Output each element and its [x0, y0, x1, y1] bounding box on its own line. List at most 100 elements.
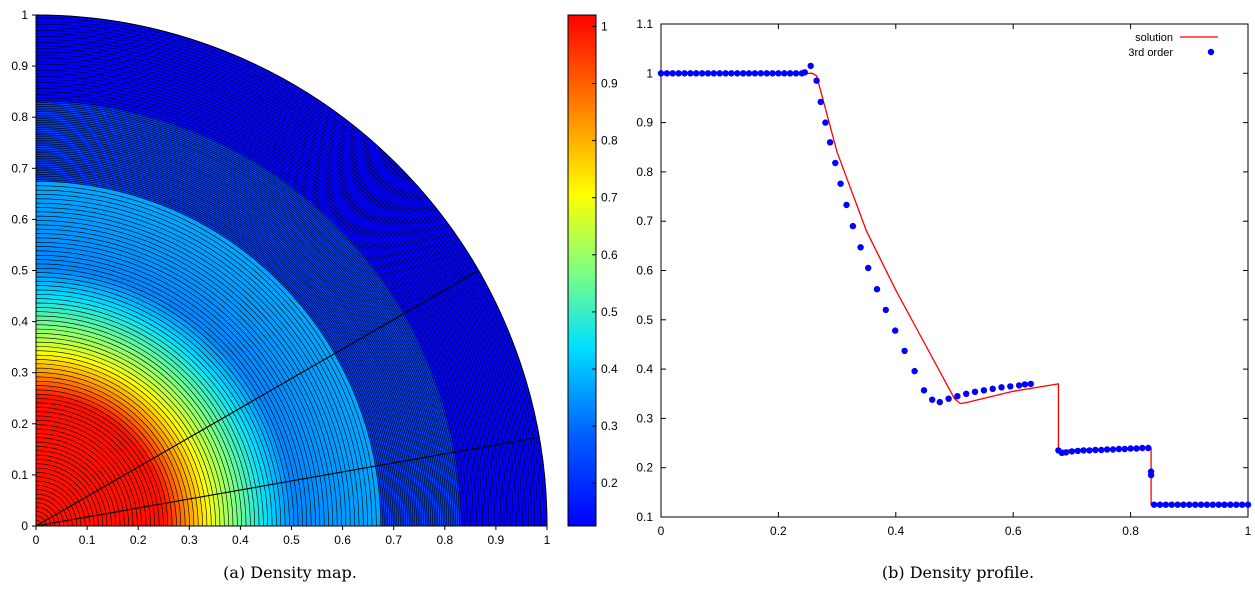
map-y-tick-label: 0.5	[11, 264, 28, 278]
data-point-3rd-order	[892, 327, 899, 334]
density-rings	[35, 14, 548, 527]
data-point-3rd-order	[1015, 382, 1023, 389]
map-y-tick-label: 1	[21, 8, 28, 22]
data-point-3rd-order	[843, 201, 850, 209]
data-point-3rd-order	[837, 180, 844, 187]
plot-y-tick-label: 1	[646, 66, 653, 80]
data-point-3rd-order	[849, 222, 857, 230]
plot-y-tick-label: 0.9	[636, 116, 653, 130]
plot-y-tick-label: 0.7	[636, 214, 653, 228]
data-point-3rd-order	[698, 70, 706, 77]
data-point-3rd-order	[775, 70, 782, 77]
data-point-3rd-order	[716, 70, 723, 77]
caption-density-profile: (b) Density profile.	[882, 563, 1034, 582]
data-point-3rd-order	[1147, 471, 1155, 479]
plot-x-ticks: 0 0.2 0.4 0.6 0.8 1	[658, 24, 1252, 538]
mesh-ray	[35, 270, 479, 527]
map-y-tick-label: 0.3	[11, 366, 28, 380]
data-point-3rd-order	[728, 70, 735, 77]
data-point-3rd-order	[857, 244, 864, 251]
data-point-3rd-order	[1109, 446, 1117, 453]
plot-y-tick-label: 0.5	[636, 313, 653, 327]
legend-label-solution: solution	[1135, 32, 1173, 44]
colorbar-tick-label: 0.5	[601, 305, 618, 319]
data-point-3rd-order	[1150, 501, 1158, 508]
plot-y-tick-label: 0.4	[636, 362, 653, 376]
data-point-3rd-order	[740, 70, 747, 77]
map-x-tick-label: 0.2	[130, 533, 147, 547]
map-outline	[35, 14, 548, 527]
data-point-3rd-order	[1062, 449, 1070, 456]
map-x-tick-label: 0.3	[181, 533, 198, 547]
data-point-3rd-order	[817, 98, 824, 106]
map-y-tick-label: 0.6	[11, 212, 28, 226]
plot-y-tick-label: 1.1	[636, 17, 653, 31]
map-y-tick-label: 0.4	[11, 315, 28, 329]
plot-x-tick-label: 0.8	[1122, 524, 1139, 538]
data-point-3rd-order	[865, 264, 872, 272]
data-point-3rd-order	[693, 70, 700, 77]
data-point-3rd-order	[963, 390, 970, 397]
map-y-ticks: 0 0.1 0.2 0.3 0.4 0.5 0.6 0.7 0.8 0.9 1	[11, 8, 36, 533]
data-point-3rd-order	[745, 70, 753, 77]
data-point-3rd-order	[1068, 448, 1076, 455]
data-point-3rd-order	[763, 70, 770, 77]
plot-y-tick-label: 0.2	[636, 461, 653, 475]
data-point-3rd-order	[1156, 501, 1164, 508]
plot-y-tick-label: 0.6	[636, 264, 653, 278]
data-point-3rd-order	[1162, 501, 1170, 508]
map-y-tick-label: 0.8	[11, 110, 28, 124]
map-x-tick-label: 0.9	[488, 533, 505, 547]
data-point-3rd-order	[826, 139, 834, 146]
density-map: 0 0.1 0.2 0.3 0.4 0.5 0.6 0.7 0.8 0.9 1 0 0.1 0.2 0.3…	[11, 8, 550, 547]
data-point-3rd-order	[1133, 445, 1140, 452]
data-point-3rd-order	[687, 70, 694, 77]
data-point-3rd-order	[722, 70, 729, 77]
data-point-3rd-order	[751, 70, 759, 77]
plot-x-tick-label: 1	[1245, 524, 1252, 538]
map-x-tick-label: 0.6	[334, 533, 351, 547]
data-point-3rd-order	[989, 385, 996, 392]
data-point-3rd-order	[769, 70, 776, 77]
data-point-3rd-order	[1145, 444, 1152, 452]
plot-x-tick-label: 0.4	[887, 524, 904, 538]
data-point-3rd-order	[1233, 501, 1240, 508]
mesh-rays	[35, 270, 540, 527]
map-y-tick-label: 0	[21, 519, 28, 533]
data-point-3rd-order	[1080, 447, 1087, 454]
data-point-3rd-order	[971, 388, 979, 395]
map-x-tick-label: 0.4	[232, 533, 249, 547]
data-point-3rd-order	[1027, 380, 1035, 388]
legend-swatch-3rd-order	[1207, 48, 1215, 56]
colorbar-scale	[567, 14, 597, 527]
colorbar-tick-label: 0.2	[601, 476, 618, 490]
plot-frame	[660, 23, 1249, 518]
data-point-3rd-order	[1139, 444, 1146, 452]
data-point-3rd-order	[1021, 381, 1029, 388]
map-x-tick-label: 0	[33, 533, 40, 547]
map-x-tick-label: 0.5	[283, 533, 300, 547]
data-point-3rd-order	[1186, 501, 1193, 508]
data-point-3rd-order	[1103, 446, 1111, 453]
data-point-3rd-order	[1209, 501, 1217, 508]
data-point-3rd-order	[792, 70, 800, 77]
plot-y-ticks: 0.1 0.2 0.3 0.4 0.5 0.6 0.7 0.8 0.9 1 1.1	[636, 17, 1248, 524]
colorbar-tick-label: 0.8	[601, 134, 618, 148]
data-point-3rd-order	[998, 384, 1005, 391]
data-point-3rd-order	[1127, 445, 1134, 452]
data-point-3rd-order	[1074, 447, 1082, 455]
data-point-3rd-order	[710, 70, 717, 77]
plot-y-tick-label: 0.1	[636, 510, 653, 524]
caption-density-map: (a) Density map.	[223, 563, 357, 582]
mesh-ray	[35, 436, 540, 527]
data-point-3rd-order	[1121, 445, 1128, 453]
data-point-3rd-order	[669, 70, 676, 77]
colorbar-ticks: 0.2 0.3 0.4 0.5 0.6 0.7 0.8 0.9 1	[592, 19, 618, 490]
data-point-3rd-order	[1192, 501, 1199, 508]
data-point-3rd-order	[1115, 445, 1123, 453]
data-point-3rd-order	[832, 159, 839, 167]
map-y-tick-label: 0.7	[11, 161, 28, 175]
series-3rd-order-points	[657, 62, 1252, 508]
data-point-3rd-order	[1221, 501, 1228, 508]
